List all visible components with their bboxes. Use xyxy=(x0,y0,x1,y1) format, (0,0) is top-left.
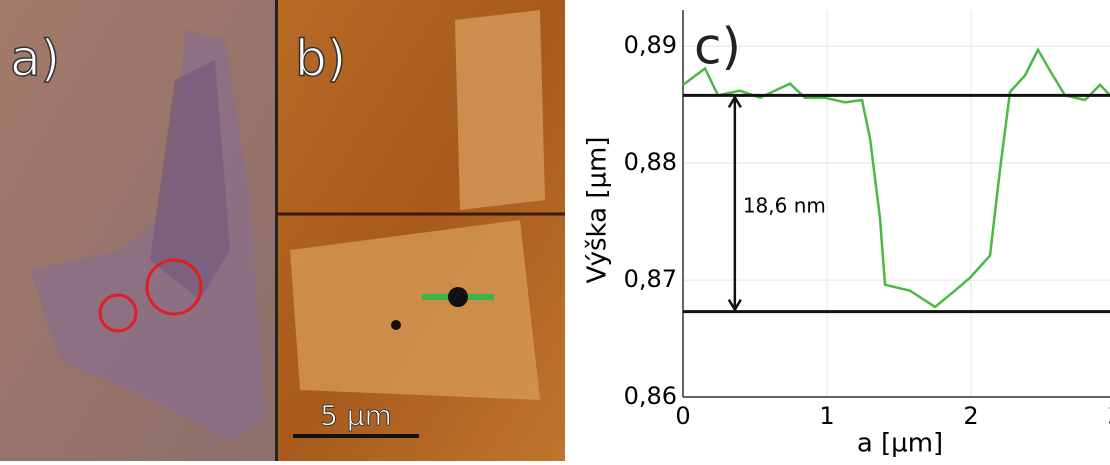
particle xyxy=(448,287,468,307)
y-tick-label: 0,89 xyxy=(624,31,677,59)
annotation: 18,6 nm xyxy=(743,194,826,218)
scale-label: 5 µm xyxy=(320,399,392,432)
panel-label: c) xyxy=(694,18,741,76)
panel-label: b) xyxy=(295,30,346,88)
x-tick-label: 1 xyxy=(819,402,834,430)
panel-b: 5 µm b) xyxy=(275,0,565,461)
chart: 0,860,870,880,890123a [µm]Výška [µm]c)18… xyxy=(583,10,1110,459)
flake xyxy=(455,10,545,210)
panel-label: a) xyxy=(10,30,60,88)
x-tick-label: 0 xyxy=(675,402,690,430)
x-axis-label: a [µm] xyxy=(857,429,943,459)
panel-a: a) xyxy=(0,0,275,461)
particle xyxy=(391,320,401,330)
y-tick-label: 0,88 xyxy=(624,148,677,176)
y-tick-label: 0,86 xyxy=(624,382,677,410)
divider xyxy=(275,0,278,461)
x-tick-label: 2 xyxy=(963,402,978,430)
flake xyxy=(290,220,540,400)
data-line xyxy=(683,50,1110,307)
y-axis-label: Výška [µm] xyxy=(583,137,613,284)
y-tick-label: 0,87 xyxy=(624,265,677,293)
